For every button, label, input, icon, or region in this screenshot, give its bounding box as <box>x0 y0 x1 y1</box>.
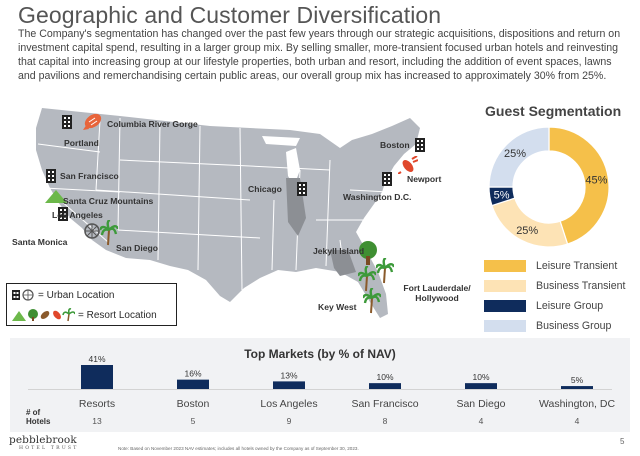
ferris-wheel-icon <box>84 223 100 239</box>
legend-swatch <box>484 300 526 312</box>
city-label-san-francisco: San Francisco <box>60 171 119 181</box>
bar-value-label: 13% <box>280 370 297 380</box>
fish-icon <box>83 113 102 130</box>
bar-category-label: Boston <box>177 398 210 410</box>
bar-boston <box>177 379 209 389</box>
building-icon-los-angeles <box>58 207 68 221</box>
bar-san-diego <box>465 383 497 389</box>
palm-tree-icon-florida-3 <box>363 288 381 314</box>
urban-legend-icons <box>12 289 34 301</box>
top-markets-bar-chart: 41% Resorts 13 16% Boston 5 13% Los Angeles 9 10%… <box>26 354 615 426</box>
bar-value-label: 16% <box>184 369 201 379</box>
palm-tree-icon-florida-1 <box>358 266 376 292</box>
hotel-count-label: 4 <box>479 416 484 426</box>
city-label-san-diego: San Diego <box>116 243 159 253</box>
city-label-portland: Portland <box>64 138 99 148</box>
city-label-santa-cruz-mountains: Santa Cruz Mountains <box>63 196 154 206</box>
legend-item-business-transient: Business Transient <box>484 276 626 296</box>
legend-label: Leisure Transient <box>536 260 618 272</box>
lobster-icon <box>398 156 418 174</box>
bar-category-label: San Diego <box>456 398 505 410</box>
building-icon-san-francisco <box>46 169 56 183</box>
hotel-count-label: 8 <box>383 416 388 426</box>
legend-swatch <box>484 320 526 332</box>
city-label-columbia-river-gorge: Columbia River Gorge <box>107 119 198 129</box>
palm-tree-icon-florida-2 <box>376 258 394 284</box>
building-icon-boston <box>415 138 425 152</box>
bar-value-label: 41% <box>88 354 105 364</box>
bar-washington-dc <box>561 386 593 389</box>
legend-resort: = Resort Location <box>11 308 157 322</box>
bar-category-label: Los Angeles <box>260 398 317 410</box>
segmentation-donut-chart: 45% 25% 5% 25% <box>488 126 610 248</box>
bar-value-label: 10% <box>472 372 489 382</box>
city-label-washington-dc: Washington D.C. <box>343 192 412 202</box>
legend-label: Business Transient <box>536 280 626 292</box>
map-legend: = Urban Location = Resort Location <box>6 283 177 326</box>
bar-value-label: 10% <box>376 372 393 382</box>
page-title: Geographic and Customer Diversification <box>18 2 442 28</box>
city-label-boston: Boston <box>380 140 410 150</box>
donut-label-business-transient: 25% <box>516 225 538 237</box>
lake-michigan-shape <box>286 148 300 186</box>
legend-swatch <box>484 260 526 272</box>
logo-wordmark: pebblebrook <box>9 434 77 446</box>
company-logo: pebblebrook HOTEL TRUST <box>9 435 79 452</box>
hotel-count-label: 9 <box>287 416 292 426</box>
hotel-count-label: 5 <box>191 416 196 426</box>
footnote: Note: Based on November 2023 NAV estimat… <box>118 446 359 451</box>
bar-category-label: Washington, DC <box>539 398 615 410</box>
city-label-jekyll-island: Jekyll Island <box>313 246 365 256</box>
city-label-fort-lauderdale: Fort Lauderdale/ Hollywood <box>403 283 471 303</box>
legend-urban-label: = Urban Location <box>38 289 115 301</box>
legend-swatch <box>484 280 526 292</box>
donut-label-business-group: 25% <box>504 148 526 160</box>
legend-item-leisure-transient: Leisure Transient <box>484 256 626 276</box>
top-markets-panel: Top Markets (by % of NAV) 41% Resorts 13 16… <box>10 338 630 432</box>
hotel-count-label: 4 <box>575 416 580 426</box>
segmentation-legend: Leisure Transient Business Transient Leisu… <box>484 256 626 336</box>
legend-label: Leisure Group <box>536 300 604 312</box>
bar-los-angeles <box>273 381 305 389</box>
lake-superior-shape <box>262 136 300 146</box>
city-label-chicago: Chicago <box>248 184 282 194</box>
donut-slice-leisure-transient <box>548 126 610 245</box>
logo-subtitle: HOTEL TRUST <box>19 446 79 451</box>
hotel-count-label: 13 <box>92 416 102 426</box>
building-icon-chicago <box>297 182 307 196</box>
oak-tree-icon <box>359 241 377 265</box>
page-number: 5 <box>620 437 625 446</box>
resort-legend-icons <box>12 308 75 322</box>
legend-label: Business Group <box>536 320 612 332</box>
bar-value-label: 5% <box>571 375 584 385</box>
mountain-icon <box>45 190 67 203</box>
us-map: Columbia River Gorge Portland San Franci… <box>0 100 475 332</box>
georgia-highlight <box>330 250 356 276</box>
bar-resorts <box>81 365 113 389</box>
top-markets-title: Top Markets (by % of NAV) <box>244 347 396 361</box>
city-label-key-west: Key West <box>318 302 357 312</box>
segmentation-title: Guest Segmentation <box>485 103 622 119</box>
intro-paragraph: The Company's segmentation has changed o… <box>18 28 621 83</box>
bar-san-francisco <box>369 383 401 389</box>
us-map-shape <box>36 108 420 318</box>
city-label-los-angeles: Los Angeles <box>52 210 103 220</box>
legend-item-business-group: Business Group <box>484 316 626 336</box>
building-icon-portland <box>62 115 72 129</box>
bar-category-label: Resorts <box>79 398 115 410</box>
bar-category-label: San Francisco <box>351 398 418 410</box>
legend-resort-label: = Resort Location <box>78 309 157 321</box>
donut-slice-business-transient <box>491 197 569 248</box>
building-icon-washington <box>382 172 392 186</box>
donut-label-leisure-group: 5% <box>494 190 510 202</box>
hotels-row-header: # of Hotels <box>26 408 51 426</box>
donut-slice-business-group <box>488 126 550 188</box>
legend-urban: = Urban Location <box>11 289 114 301</box>
palm-tree-icon-san-diego <box>100 220 118 246</box>
city-label-santa-monica: Santa Monica <box>12 237 68 247</box>
city-label-newport: Newport <box>407 174 442 184</box>
legend-item-leisure-group: Leisure Group <box>484 296 626 316</box>
donut-label-leisure-transient: 45% <box>585 174 607 186</box>
